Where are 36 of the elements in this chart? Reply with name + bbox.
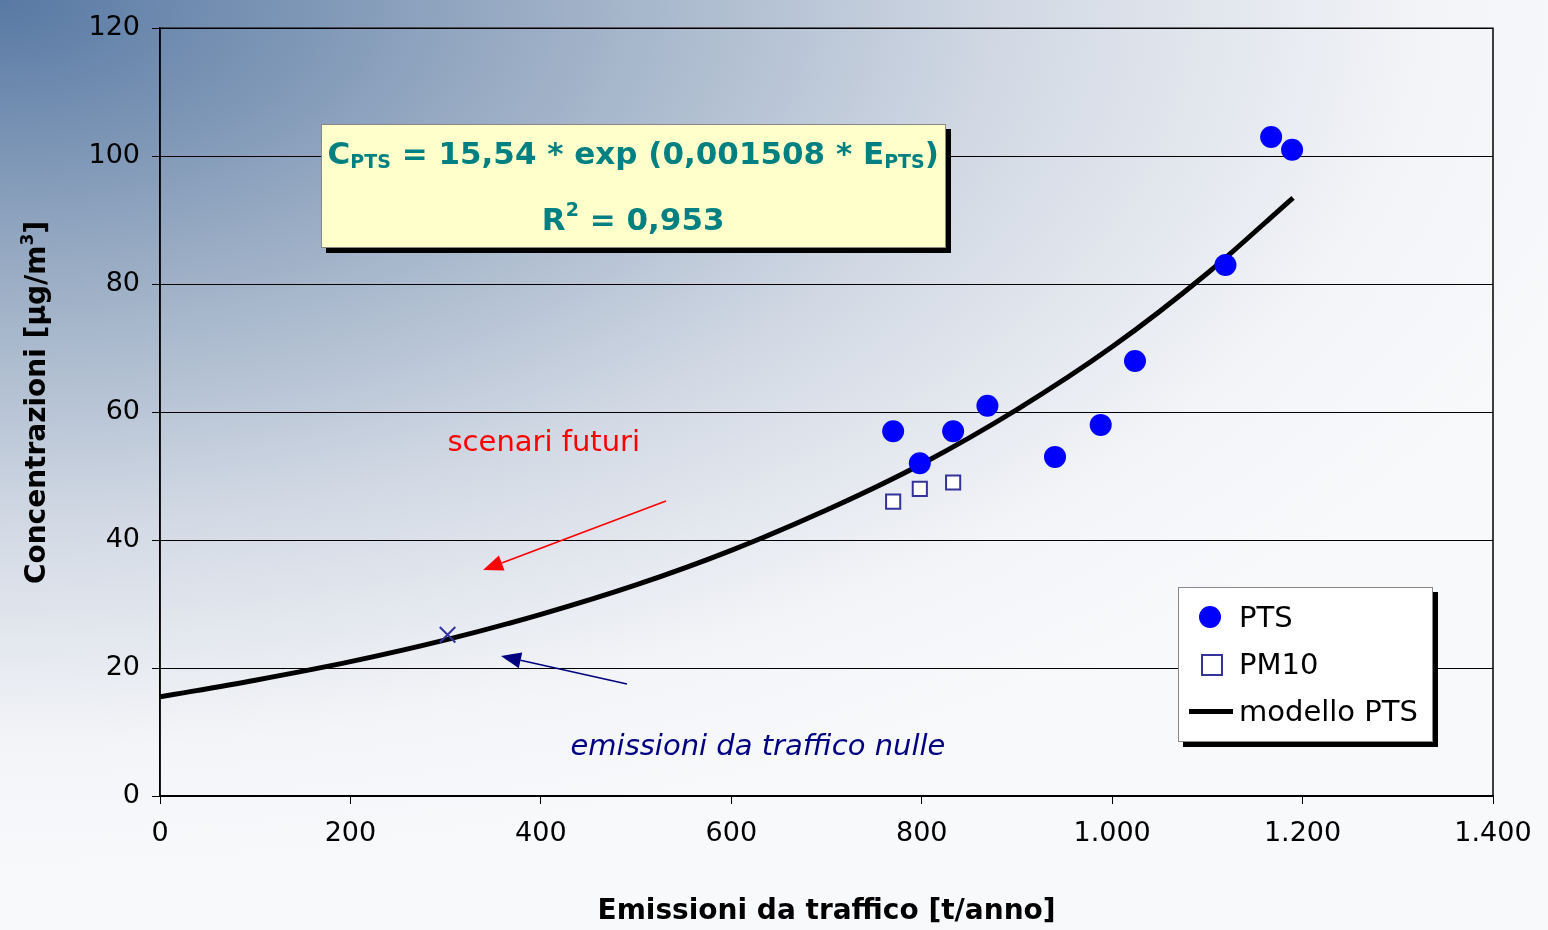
point [945, 474, 962, 491]
x-tick-label: 1.000 [1073, 816, 1151, 848]
x-tick-label: 800 [895, 816, 948, 848]
y-tick-label: 80 [105, 266, 140, 298]
point [438, 625, 457, 644]
x-tick-label: 1.200 [1263, 816, 1342, 848]
x-tick-label: 600 [705, 816, 758, 848]
point [911, 480, 928, 497]
text: C$_{PTS}$ = 15,54 * exp (0,001508 * E$_{PTS}$) R$^{2}$ = 0,953 [327, 135, 939, 237]
y-tick-label: 40 [105, 522, 140, 554]
y-tick-label: 100 [88, 138, 140, 170]
point [1260, 125, 1283, 148]
point [1281, 138, 1304, 161]
legend-label: PTS [1239, 600, 1293, 634]
point [1214, 253, 1237, 276]
annotation: emissioni da traffico nulle [570, 728, 946, 762]
annotation: scenari futuri [447, 424, 641, 458]
point [1123, 349, 1146, 372]
legend-label: PM10 [1239, 647, 1319, 681]
point [908, 452, 931, 475]
x-axis-title: Emissioni da traffico [t/anno] [597, 893, 1056, 926]
x-tick-label: 200 [324, 816, 377, 848]
point [942, 420, 965, 443]
y-tick-label: 60 [105, 394, 140, 426]
y-tick-label: 0 [122, 778, 140, 810]
point [1044, 445, 1067, 468]
point [976, 394, 999, 417]
point [1089, 413, 1112, 436]
x-tick-label: 400 [515, 816, 567, 848]
y-tick-label: 20 [105, 650, 140, 682]
x-tick-label: 1.400 [1454, 816, 1532, 848]
point [885, 493, 902, 510]
y-tick-label: 120 [88, 10, 140, 42]
point [882, 420, 905, 443]
legend-label: modello PTS [1239, 694, 1418, 728]
x-tick-label: 0 [151, 816, 169, 848]
